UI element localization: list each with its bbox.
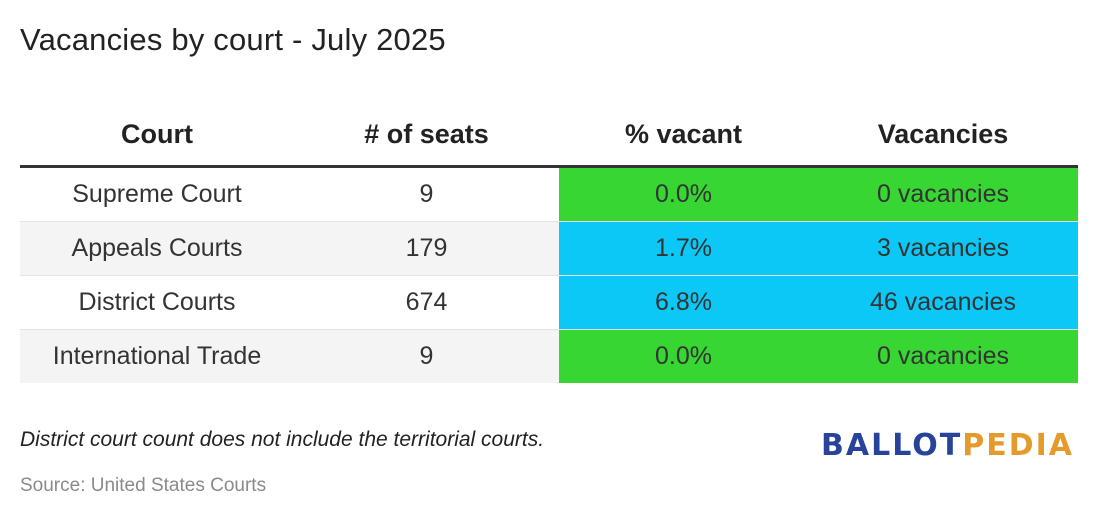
ballotpedia-logo: BALLOTPEDIA — [821, 428, 1074, 463]
table-header-row: Court # of seats % vacant Vacancies — [20, 103, 1078, 168]
cell-pct-vacant: 1.7% — [559, 221, 808, 276]
cell-court: International Trade — [20, 329, 294, 383]
cell-court: District Courts — [78, 288, 236, 316]
table-row: District Courts 674 6.8% 46 vacancies — [20, 275, 1078, 330]
column-header-court: Court — [20, 103, 294, 168]
column-header-vacancies: Vacancies — [808, 103, 1078, 168]
cell-pct-vacant: 6.8% — [559, 275, 808, 330]
footnote: District court count does not include th… — [20, 428, 545, 451]
column-header-seats: # of seats — [294, 103, 559, 168]
table-row: International Trade 9 0.0% 0 vacancies — [20, 329, 1078, 383]
cell-seats: 9 — [419, 180, 434, 208]
cell-court: Appeals Courts — [20, 221, 294, 276]
cell-vacancies: 0 vacancies — [808, 329, 1078, 383]
source-note: Source: United States Courts — [20, 475, 267, 496]
cell-pct-vacant: 0.0% — [559, 166, 808, 222]
table-row: Supreme Court 9 0.0% 0 vacancies — [20, 166, 1078, 222]
cell-vacancies: 0 vacancies — [808, 166, 1078, 222]
cell-pct-vacant: 0.0% — [559, 329, 808, 383]
cell-seats: 179 — [294, 221, 559, 276]
cell-vacancies: 3 vacancies — [808, 221, 1078, 276]
cell-court: Supreme Court — [72, 180, 242, 208]
logo-part-ballot: BALLOT — [821, 428, 963, 463]
table-row: Appeals Courts 179 1.7% 3 vacancies — [20, 221, 1078, 276]
column-header-pct-vacant: % vacant — [559, 103, 808, 168]
cell-seats: 674 — [405, 288, 448, 316]
cell-seats: 9 — [294, 329, 559, 383]
logo-part-pedia: PEDIA — [962, 428, 1074, 463]
cell-vacancies: 46 vacancies — [808, 275, 1078, 330]
vacancies-table: Court # of seats % vacant Vacancies Supr… — [20, 103, 1078, 383]
chart-title: Vacancies by court - July 2025 — [20, 22, 446, 57]
